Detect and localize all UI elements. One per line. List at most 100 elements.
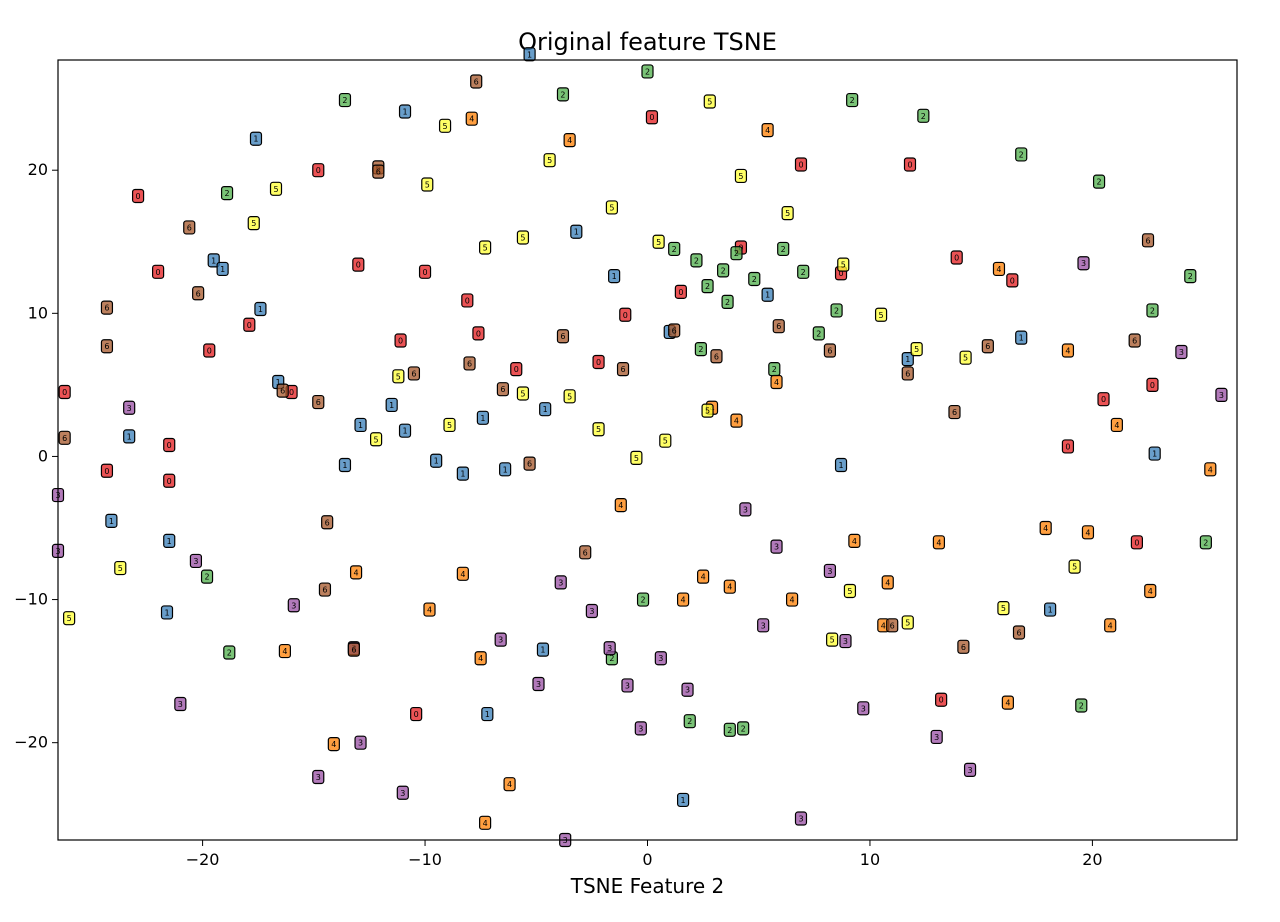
scatter-point-class-1: 1 xyxy=(539,402,552,417)
y-tick-label: −20 xyxy=(14,733,48,752)
scatter-point-class-5: 5 xyxy=(703,94,716,109)
scatter-point-class-5: 5 xyxy=(114,560,127,576)
scatter-point-class-5: 5 xyxy=(997,601,1010,616)
point-label: 1 xyxy=(258,305,263,314)
point-box xyxy=(1146,377,1159,392)
point-box xyxy=(1146,303,1159,318)
point-label: 5 xyxy=(656,238,661,247)
point-label: 0 xyxy=(1150,381,1155,390)
point-label: 0 xyxy=(1065,442,1070,451)
point-label: 0 xyxy=(476,329,481,338)
scatter-point-class-4: 4 xyxy=(1061,343,1075,358)
point-label: 0 xyxy=(104,467,109,476)
scatter-point-class-4: 4 xyxy=(614,498,627,513)
point-box xyxy=(163,437,176,453)
scatter-point-class-4: 4 xyxy=(423,602,436,617)
point-box xyxy=(645,110,659,125)
point-box xyxy=(494,632,507,647)
point-box xyxy=(1141,233,1155,248)
point-box xyxy=(1006,273,1019,288)
point-label: 4 xyxy=(727,583,732,592)
scatter-point-class-4: 4 xyxy=(676,592,690,607)
point-box xyxy=(243,317,256,332)
point-label: 2 xyxy=(1203,538,1208,547)
point-label: 4 xyxy=(483,819,488,828)
scatter-point-class-1: 1 xyxy=(207,253,220,268)
point-label: 6 xyxy=(325,518,330,527)
scatter-point-class-3: 3 xyxy=(1077,256,1090,271)
scatter-point-class-5: 5 xyxy=(910,342,923,357)
point-box xyxy=(247,216,260,231)
point-box xyxy=(616,362,630,377)
point-label: 3 xyxy=(291,601,296,610)
point-label: 0 xyxy=(649,113,654,122)
point-box xyxy=(1015,147,1028,162)
scatter-point-class-5: 5 xyxy=(843,583,857,599)
point-label: 2 xyxy=(1097,178,1102,187)
point-label: 4 xyxy=(681,596,686,605)
point-box xyxy=(354,417,367,433)
scatter-point-class-0: 0 xyxy=(58,384,71,400)
scatter-point-class-6: 6 xyxy=(100,339,114,354)
scatter-point-class-2: 2 xyxy=(200,569,214,584)
scatter-point-class-1: 1 xyxy=(216,261,229,277)
scatter-point-class-3: 3 xyxy=(354,735,367,750)
point-box xyxy=(846,92,859,108)
scatter-point-class-1: 1 xyxy=(761,287,774,302)
point-label: 6 xyxy=(104,304,109,313)
point-box xyxy=(499,462,512,477)
scatter-point-class-5: 5 xyxy=(592,422,605,437)
scatter-point-class-6: 6 xyxy=(668,323,681,338)
scatter-point-class-1: 1 xyxy=(1044,602,1057,617)
x-tick-label: −20 xyxy=(186,850,220,869)
point-label: 0 xyxy=(414,710,419,719)
point-box xyxy=(372,164,385,179)
point-label: 4 xyxy=(469,115,474,124)
scatter-point-class-5: 5 xyxy=(652,234,665,249)
point-label: 2 xyxy=(772,365,777,374)
point-label: 6 xyxy=(316,398,321,407)
point-label: 1 xyxy=(211,256,216,265)
point-box xyxy=(456,466,469,481)
scatter-point-class-6: 6 xyxy=(901,366,914,381)
scatter-point-class-2: 2 xyxy=(737,721,750,736)
point-label: 5 xyxy=(251,219,256,228)
point-box xyxy=(1061,439,1075,454)
point-box xyxy=(772,319,785,334)
scatter-point-class-3: 3 xyxy=(770,539,783,554)
point-label: 6 xyxy=(474,77,479,86)
point-box xyxy=(312,163,325,178)
point-box xyxy=(532,676,545,692)
scatter-point-class-1: 1 xyxy=(523,47,536,62)
scatter-point-class-4: 4 xyxy=(327,737,340,752)
point-box xyxy=(579,545,592,560)
point-label: 1 xyxy=(543,405,548,414)
point-box xyxy=(349,565,363,580)
point-box xyxy=(312,394,325,410)
scatter-point-class-6: 6 xyxy=(1128,333,1141,348)
point-label: 2 xyxy=(752,275,757,284)
point-label: 1 xyxy=(612,272,617,281)
point-box xyxy=(917,108,930,123)
point-label: 6 xyxy=(985,342,990,351)
scatter-point-class-6: 6 xyxy=(183,220,196,235)
point-label: 0 xyxy=(1134,538,1139,547)
point-label: 2 xyxy=(1150,306,1155,315)
point-box xyxy=(826,632,839,647)
x-tick-label: −10 xyxy=(408,850,442,869)
scatter-point-class-6: 6 xyxy=(192,286,205,301)
point-label: 5 xyxy=(520,389,525,398)
point-box xyxy=(105,513,118,528)
scatter-point-class-6: 6 xyxy=(58,430,71,445)
scatter-point-class-6: 6 xyxy=(470,74,483,89)
point-box xyxy=(641,64,654,79)
scatter-point-class-1: 1 xyxy=(570,224,583,239)
point-label: 2 xyxy=(687,717,692,726)
scatter-point-class-4: 4 xyxy=(1110,417,1123,433)
scatter-point-class-6: 6 xyxy=(276,383,289,398)
point-box xyxy=(58,430,71,445)
point-box xyxy=(619,307,632,322)
x-axis: −20 −10 0 10 20 xyxy=(186,840,1103,869)
point-box xyxy=(470,74,483,89)
scatter-point-class-5: 5 xyxy=(269,181,283,196)
